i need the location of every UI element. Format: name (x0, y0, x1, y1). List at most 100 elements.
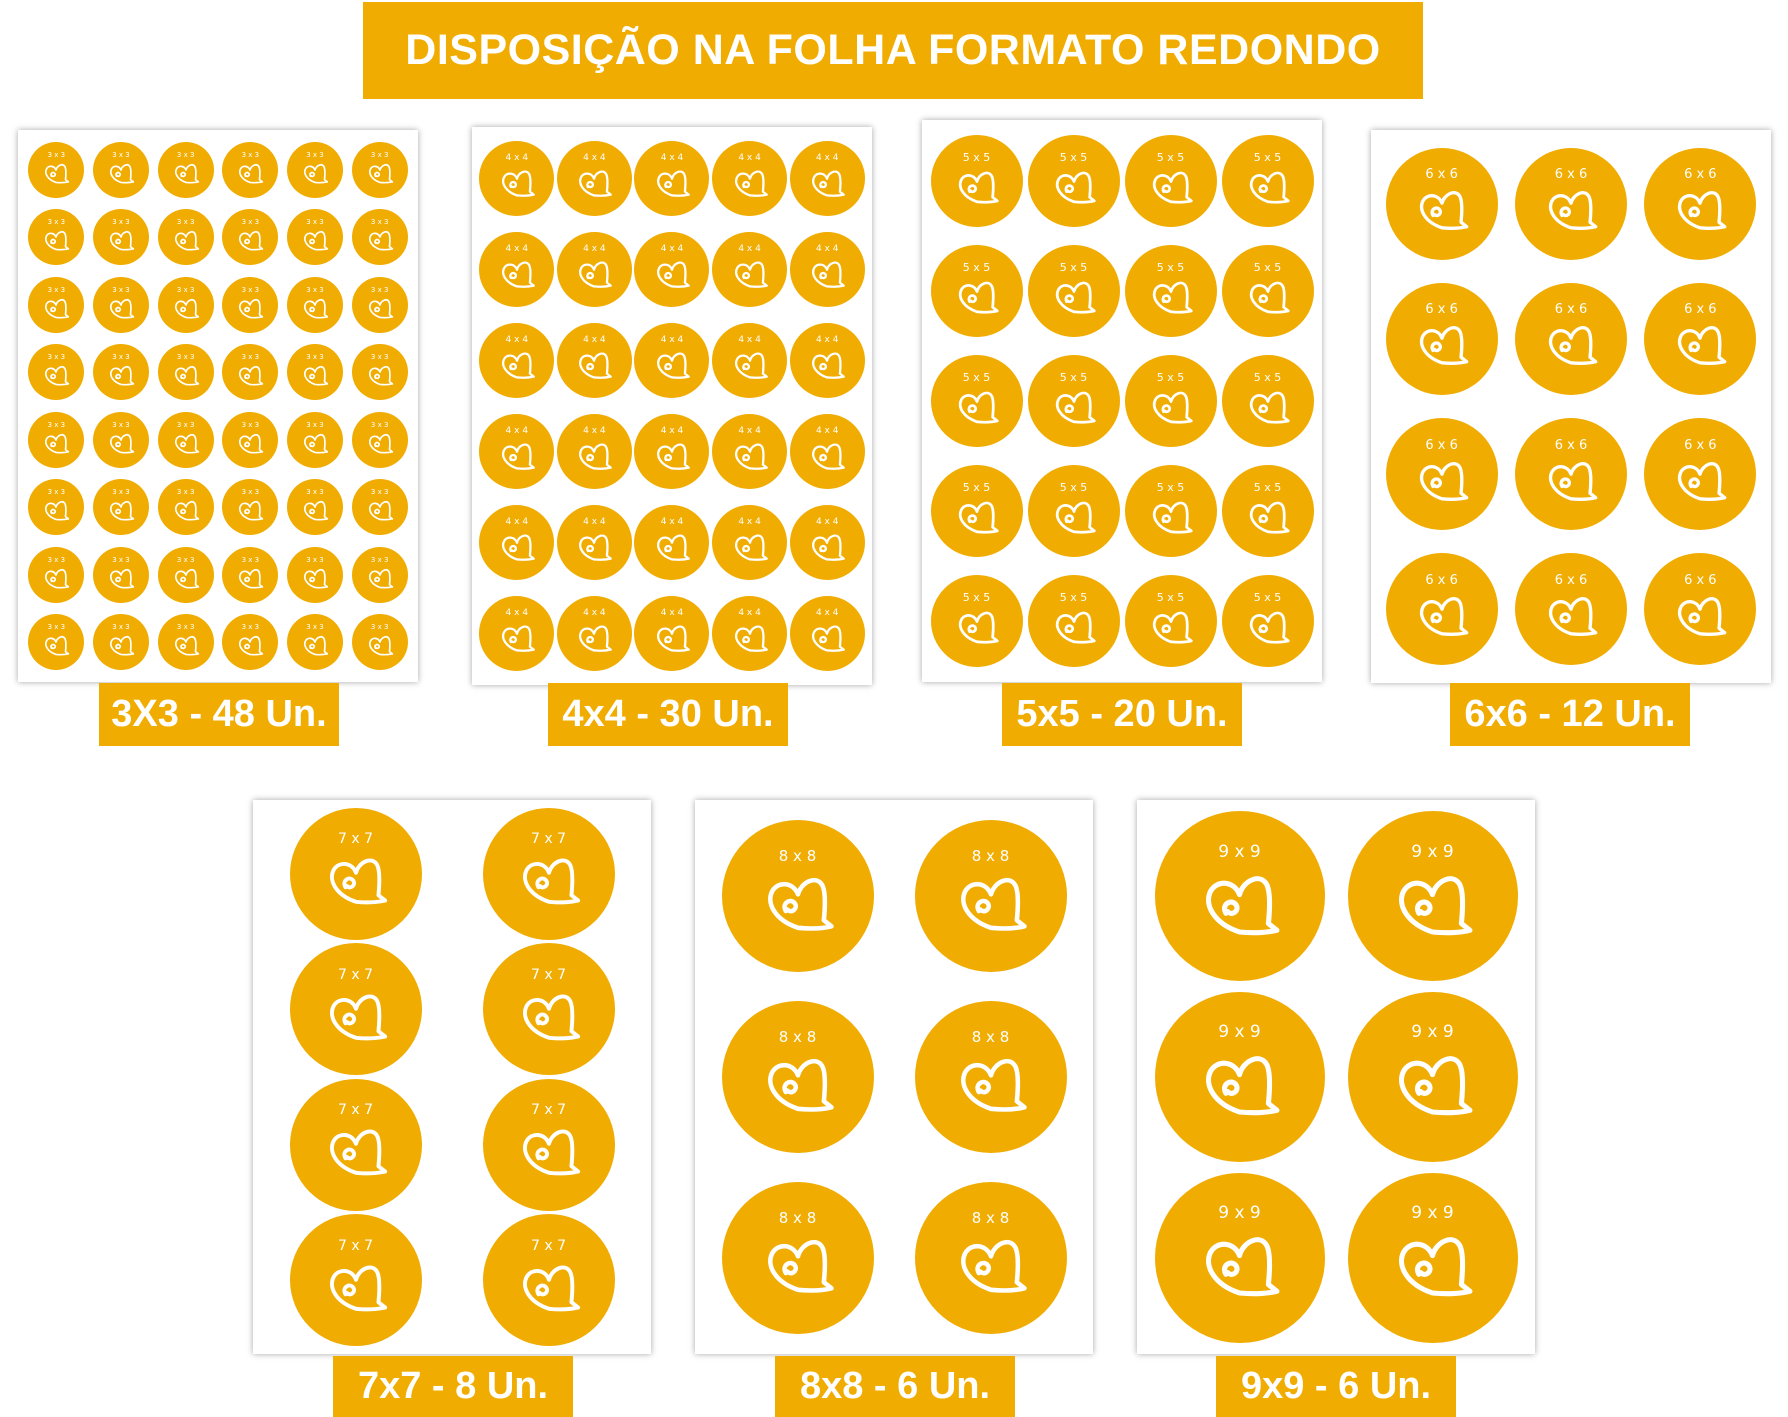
sticker-size-label: 3 x 3 (47, 353, 66, 362)
sticker-size-label: 6 x 6 (1684, 302, 1717, 318)
sticker-size-label: 3 x 3 (306, 218, 324, 227)
heart-icon (1249, 391, 1290, 424)
heart-icon (174, 298, 199, 319)
sticker-size-label: 4 x 4 (505, 335, 529, 345)
sticker-size-label: 5 x 5 (1059, 260, 1088, 274)
heart-icon (1678, 461, 1727, 501)
sticker: 3 x 3 (157, 141, 214, 198)
sticker-size-label: 8 x 8 (971, 1208, 1010, 1227)
sticker-size-label: 3 x 3 (47, 420, 66, 429)
sticker-size-label: 4 x 4 (583, 608, 606, 618)
heart-icon (239, 433, 264, 454)
sticker: 7 x 7 (289, 1214, 422, 1347)
sticker: 4 x 4 (712, 323, 788, 398)
sticker: 3 x 3 (157, 411, 214, 468)
heart-icon (657, 261, 690, 288)
sticker: 9 x 9 (1154, 991, 1325, 1162)
heart-icon (1399, 1237, 1473, 1297)
sticker: 8 x 8 (721, 1181, 874, 1334)
sticker-size-label: 6 x 6 (1425, 572, 1458, 588)
heart-icon (958, 611, 999, 644)
heart-icon (303, 163, 329, 184)
sticker-size-label: 4 x 4 (583, 335, 606, 345)
sticker-size-label: 5 x 5 (962, 480, 991, 494)
sticker: 8 x 8 (721, 1000, 874, 1153)
heart-icon (329, 858, 387, 905)
heart-icon (734, 534, 768, 561)
sticker-size-label: 3 x 3 (112, 353, 130, 362)
sticker: 5 x 5 (1221, 575, 1314, 667)
sticker-size-label: 8 x 8 (778, 847, 817, 866)
sticker-size-label: 9 x 9 (1411, 1203, 1454, 1224)
sticker-size-label: 9 x 9 (1218, 1203, 1261, 1224)
sticker-size-label: 4 x 4 (738, 153, 761, 163)
heart-icon (303, 501, 329, 521)
sticker: 3 x 3 (351, 344, 408, 401)
heart-icon (303, 433, 329, 454)
heart-icon (579, 170, 613, 197)
sticker-size-label: 4 x 4 (738, 244, 761, 254)
heart-icon (368, 636, 393, 656)
heart-icon (239, 163, 264, 184)
sticker-size-label: 5 x 5 (1253, 370, 1282, 384)
sticker: 4 x 4 (556, 323, 632, 398)
page-title-banner: DISPOSIÇÃO NA FOLHA FORMATO REDONDO (363, 2, 1423, 99)
sheet-caption-7: 9x9 - 6 Un. (1216, 1356, 1456, 1417)
sticker-size-label: 6 x 6 (1684, 437, 1717, 453)
sticker: 7 x 7 (482, 1078, 615, 1211)
sticker: 6 x 6 (1514, 553, 1627, 666)
sticker: 3 x 3 (28, 546, 85, 603)
sticker: 6 x 6 (1385, 553, 1498, 666)
sticker: 4 x 4 (556, 141, 632, 216)
sticker: 4 x 4 (712, 141, 788, 216)
sticker: 3 x 3 (157, 614, 214, 671)
sticker-size-label: 4 x 4 (738, 335, 761, 345)
heart-icon (109, 298, 135, 319)
sticker-size-label: 3 x 3 (241, 623, 260, 632)
heart-icon (657, 443, 690, 470)
sticker: 7 x 7 (289, 1078, 422, 1211)
sticker: 5 x 5 (930, 135, 1023, 227)
sticker-size-label: 5 x 5 (962, 150, 991, 164)
sticker-size-label: 3 x 3 (370, 150, 389, 159)
sticker-size-label: 3 x 3 (306, 285, 324, 294)
sticker: 3 x 3 (286, 209, 343, 266)
heart-icon (657, 625, 690, 652)
sticker: 4 x 4 (479, 232, 555, 307)
sticker-size-label: 6 x 6 (1425, 302, 1458, 318)
heart-icon (1419, 326, 1468, 366)
sticker-size-label: 5 x 5 (1156, 260, 1185, 274)
sticker: 3 x 3 (222, 141, 279, 198)
heart-icon (812, 625, 846, 652)
heart-icon (1419, 191, 1468, 231)
heart-icon (109, 163, 135, 184)
sticker: 4 x 4 (789, 232, 865, 307)
sticker: 5 x 5 (1221, 355, 1314, 447)
heart-icon (45, 568, 70, 589)
sticker-size-label: 4 x 4 (815, 608, 839, 618)
sticker: 3 x 3 (286, 614, 343, 671)
heart-icon (45, 231, 70, 251)
sticker-size-label: 3 x 3 (112, 488, 130, 497)
sticker: 3 x 3 (222, 344, 279, 401)
heart-icon (1206, 1237, 1280, 1297)
sticker: 6 x 6 (1385, 147, 1498, 260)
sticker: 9 x 9 (1347, 1172, 1518, 1343)
sticker: 6 x 6 (1514, 282, 1627, 395)
sticker-size-label: 3 x 3 (241, 150, 260, 159)
sticker: 3 x 3 (351, 411, 408, 468)
sticker-size-label: 6 x 6 (1554, 167, 1588, 183)
sticker-size-label: 3 x 3 (306, 420, 324, 429)
sticker-size-label: 8 x 8 (778, 1208, 817, 1227)
sticker: 4 x 4 (634, 505, 710, 580)
sticker-size-label: 7 x 7 (531, 1237, 566, 1254)
heart-icon (1055, 611, 1096, 644)
sticker-size-label: 3 x 3 (370, 420, 389, 429)
sticker: 6 x 6 (1644, 147, 1757, 260)
sticker-size-label: 5 x 5 (1253, 150, 1282, 164)
sticker: 5 x 5 (930, 575, 1023, 667)
sticker: 4 x 4 (556, 232, 632, 307)
sticker: 8 x 8 (914, 1181, 1067, 1334)
heart-icon (1249, 611, 1290, 644)
sticker: 3 x 3 (351, 614, 408, 671)
